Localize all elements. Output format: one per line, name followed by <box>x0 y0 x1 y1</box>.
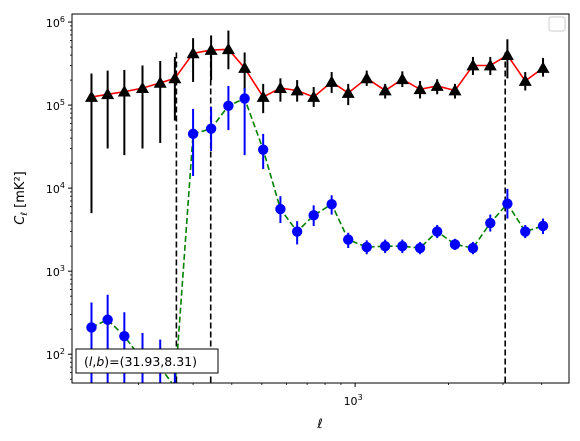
data-point-circle <box>119 330 130 342</box>
data-point-triangle <box>341 86 355 98</box>
x-tick-label: 103 <box>344 393 363 408</box>
data-point-triangle <box>466 58 480 71</box>
data-point-triangle <box>238 61 252 73</box>
data-point-circle <box>275 203 286 215</box>
series-line-1 <box>91 97 544 383</box>
data-point-triangle <box>430 79 444 91</box>
annotation-text: (l,b)=(31.93,8.31) <box>84 354 197 369</box>
data-point-circle <box>187 128 199 140</box>
data-point-triangle <box>536 61 550 73</box>
data-point-circle <box>102 314 113 325</box>
data-point-triangle <box>273 81 287 94</box>
legend-box <box>548 16 566 32</box>
plot-frame <box>71 13 570 384</box>
data-point-circle <box>257 144 269 155</box>
data-point-triangle <box>448 83 462 96</box>
data-point-triangle <box>413 82 427 95</box>
data-point-triangle <box>325 75 339 87</box>
data-point-circle <box>485 217 496 229</box>
data-point-circle <box>379 240 391 252</box>
data-point-triangle <box>518 74 532 86</box>
data-point-triangle <box>153 76 167 88</box>
data-point-circle <box>205 123 217 134</box>
data-point-circle <box>537 220 549 232</box>
data-point-triangle <box>221 42 235 55</box>
data-point-triangle <box>117 85 131 97</box>
data-point-circle <box>467 242 479 254</box>
data-point-triangle <box>500 48 514 60</box>
data-point-circle <box>502 198 513 209</box>
y-axis-label: Cℓ [mK²] <box>13 171 30 224</box>
y-tick-label: 103 <box>46 264 65 279</box>
data-point-circle <box>520 226 531 237</box>
data-point-triangle <box>186 46 200 59</box>
data-point-triangle <box>395 72 409 85</box>
data-point-circle <box>291 226 303 237</box>
data-point-circle <box>431 226 443 237</box>
annotation-box: (l,b)=(31.93,8.31) <box>75 348 219 374</box>
data-point-circle <box>239 93 250 104</box>
y-tick-label: 102 <box>46 347 65 362</box>
data-point-triangle <box>378 83 392 96</box>
axis-ticks: 103 102 103 104 105 106 <box>46 15 543 408</box>
data-point-triangle <box>136 81 150 94</box>
data-point-circle <box>414 242 426 254</box>
data-point-triangle <box>101 87 115 100</box>
y-tick-label: 105 <box>46 98 65 113</box>
data-point-triangle <box>483 58 497 71</box>
data-point-circle <box>343 234 354 245</box>
y-tick-label: 104 <box>46 181 65 196</box>
data-point-triangle <box>168 71 182 84</box>
y-tick-label: 106 <box>46 15 65 30</box>
data-point-circle <box>326 199 337 210</box>
data-point-circle <box>361 241 372 253</box>
data-point-circle <box>308 210 319 221</box>
data-point-triangle <box>290 83 304 96</box>
data-point-triangle <box>307 90 321 102</box>
data-point-circle <box>223 100 234 112</box>
data-point-circle <box>449 239 461 250</box>
data-point-circle <box>397 240 408 252</box>
data-point-circle <box>86 322 97 333</box>
data-point-triangle <box>360 71 374 84</box>
data-point-triangle <box>84 90 98 102</box>
x-axis-label: ℓ <box>316 417 322 432</box>
data-point-triangle <box>256 90 270 102</box>
data-point-triangle <box>204 43 218 55</box>
